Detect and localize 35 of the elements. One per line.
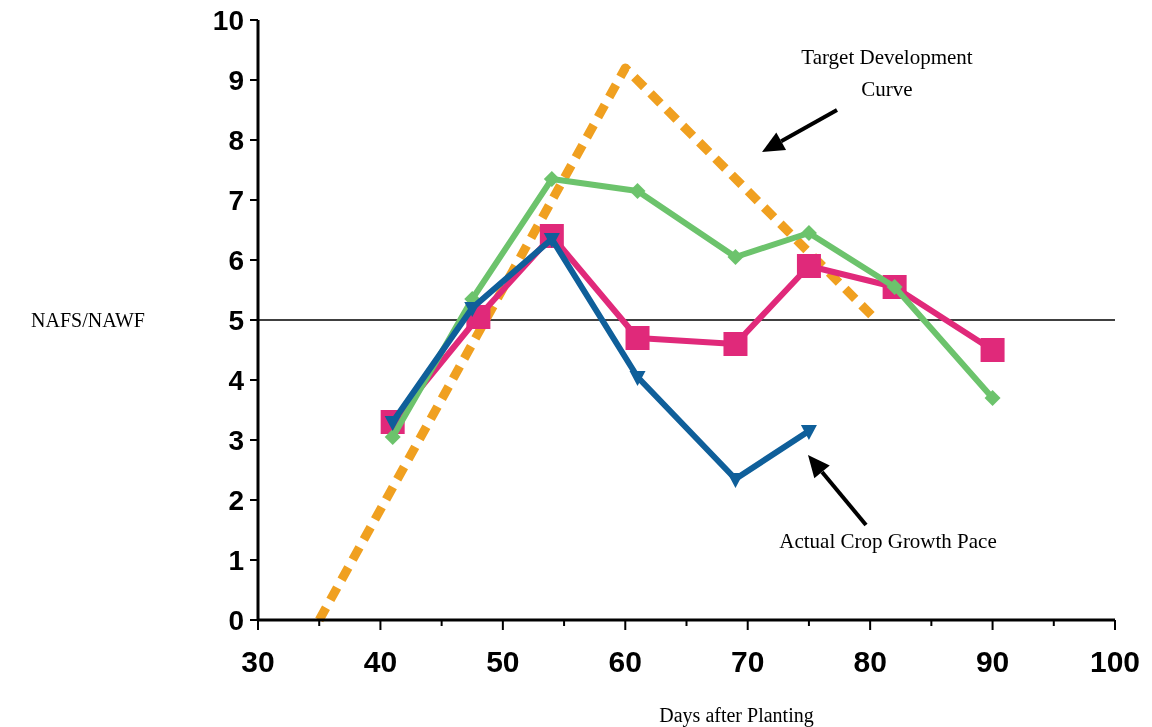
annotation: Target Development Curve [801,45,973,101]
point [625,326,650,350]
point [629,183,646,199]
y-tick-label: 7 [228,185,244,216]
point [980,338,1005,362]
y-tick-label: 8 [228,125,244,156]
y-tick-label: 6 [228,245,244,276]
x-tick-label: 50 [486,645,520,678]
point [984,390,1001,406]
point [796,254,821,278]
point [543,171,560,187]
annotation: Actual Crop Growth Pace [779,529,997,553]
x-tick-label: 70 [731,645,765,678]
point [629,371,646,386]
x-tick-label: 80 [853,645,887,678]
x-tick-label: 30 [241,645,275,678]
point [727,249,744,265]
y-tick-label: 10 [212,5,244,36]
y-tick-label: 0 [228,605,244,636]
y-tick-label: 3 [228,425,244,456]
x-tick-label: 100 [1089,645,1141,678]
point [723,332,748,356]
y-tick-label: 4 [228,365,245,396]
y-tick-label: 1 [228,545,244,576]
y-tick-label: 9 [228,65,244,96]
x-tick-label: 90 [975,645,1010,678]
x-tick-label: 40 [363,645,398,678]
y-axis-title: NAFS/NAWF [31,309,145,331]
y-tick-label: 2 [228,485,244,516]
x-axis-title: Days after Planting [659,704,814,727]
y-tick-label: 5 [228,305,244,336]
point [800,425,817,440]
point [384,429,401,445]
x-tick-label: 60 [608,645,642,678]
point [800,225,817,241]
